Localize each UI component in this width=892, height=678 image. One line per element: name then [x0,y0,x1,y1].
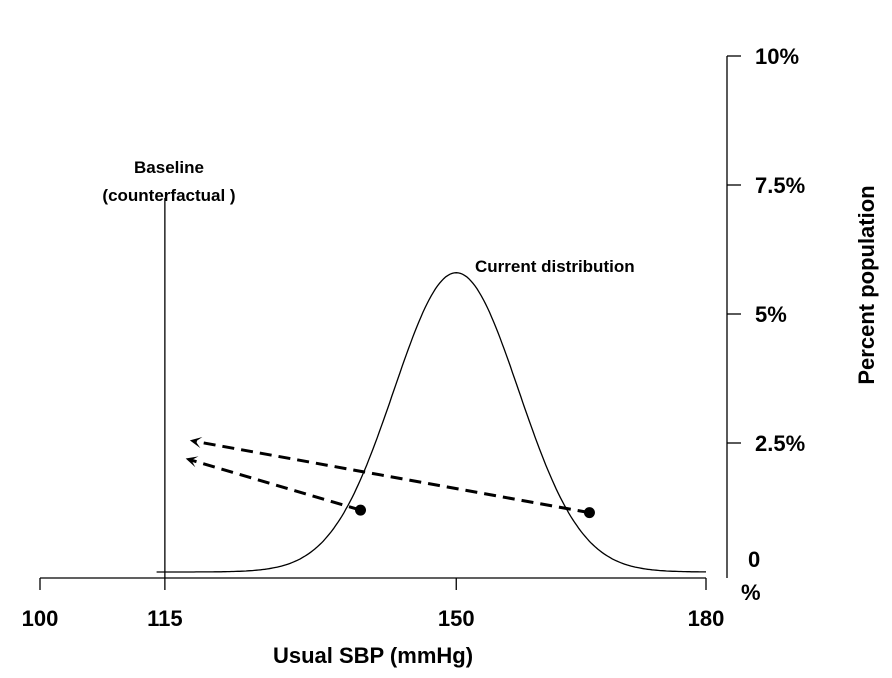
y-tick-label: 10% [755,44,799,69]
data-point [355,504,367,516]
baseline-label-counterfactual: (counterfactual ) [102,186,235,205]
x-tick-label: 150 [438,606,475,631]
y-axis-title: Percent population [854,185,879,384]
y-tick-label-zero: 0 [748,547,760,572]
baseline-label: Baseline [134,158,204,177]
x-tick-label: 100 [22,606,59,631]
y-tick-label: 5% [755,302,787,327]
x-axis-title: Usual SBP (mmHg) [273,643,473,668]
x-tick-label: 180 [688,606,725,631]
arrow-line [195,440,590,515]
current-distribution-curve [156,272,706,573]
y-tick-label-percent: % [741,580,761,605]
arrow-head [189,436,203,449]
arrow-head [185,456,199,468]
data-point [583,507,595,519]
x-tick-label: 115 [147,606,183,631]
current-distribution-label: Current distribution [475,257,635,276]
y-tick-label: 7.5% [755,173,805,198]
y-tick-label: 2.5% [755,431,805,456]
arrow-line [191,458,361,512]
